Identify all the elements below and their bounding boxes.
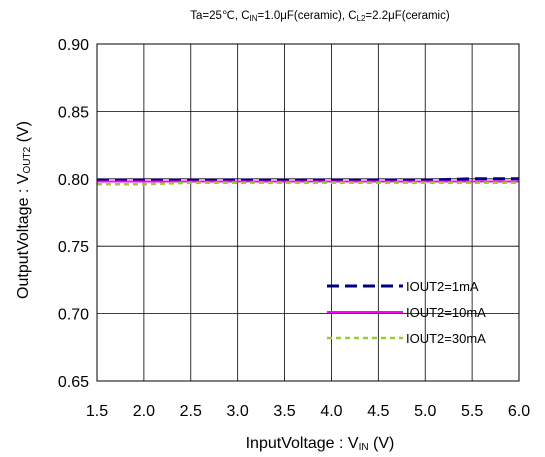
y-tick-label: 0.85 [58,104,89,121]
x-tick-label: 4.5 [367,403,389,420]
chart-title: Ta=25℃, CIN=1.0μF(ceramic), CL2=2.2μF(ce… [190,10,450,23]
x-tick-label: 5.0 [414,403,436,420]
x-axis-label: InputVoltage : VIN (V) [246,435,395,453]
series-line-iout2-1ma [97,177,519,182]
x-tick-label: 4.0 [320,403,342,420]
y-tick-label: 0.90 [58,37,89,54]
x-tick-label: 1.5 [86,403,108,420]
legend-label: IOUT2=1mA [406,279,479,294]
legend-label: IOUT2=30mA [406,331,486,346]
y-tick-label: 0.70 [58,307,89,324]
series-lines [97,177,519,186]
legend: IOUT2=1mA IOUT2=10mA IOUT2=30mA [327,279,486,346]
y-tick-label: 0.80 [58,172,89,189]
y-tick-labels: 0.65 0.70 0.75 0.80 0.85 0.90 [58,37,89,391]
x-tick-label: 5.5 [461,403,483,420]
x-tick-labels: 1.5 2.0 2.5 3.0 3.5 4.0 4.5 5.0 5.5 6.0 [86,403,530,420]
legend-label: IOUT2=10mA [406,305,486,320]
x-tick-label: 3.5 [273,403,295,420]
y-tick-label: 0.65 [58,374,89,391]
y-axis-label: OutputVoltage : VOUT2 (V) [15,121,33,299]
series-line-iout2-30ma [97,181,519,186]
x-tick-label: 2.5 [180,403,202,420]
x-tick-label: 2.0 [133,403,155,420]
y-tick-label: 0.75 [58,239,89,256]
x-tick-label: 6.0 [508,403,530,420]
plot-frame [96,43,520,382]
x-tick-label: 3.0 [227,403,249,420]
